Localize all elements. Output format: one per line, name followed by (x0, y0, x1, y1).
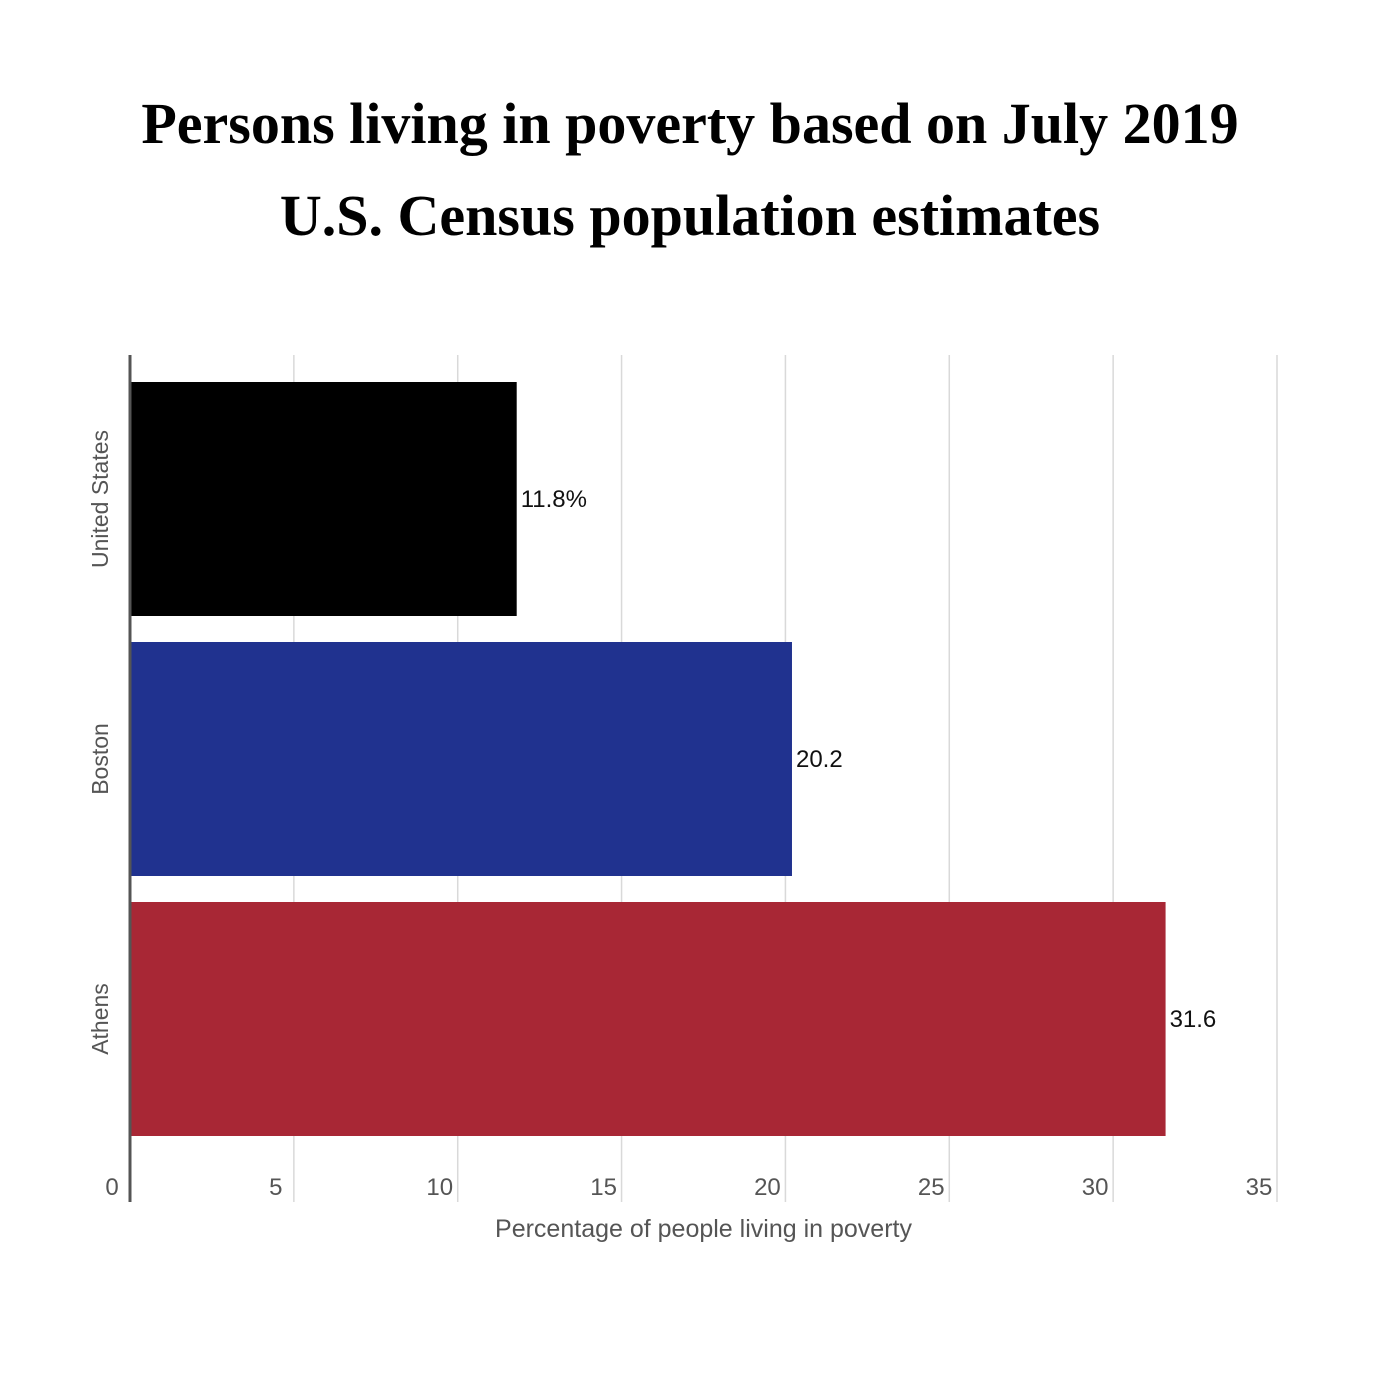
x-tick-label-30: 30 (1082, 1174, 1109, 1201)
x-tick-label-0: 0 (105, 1174, 118, 1201)
value-label-boston: 20.2 (796, 746, 843, 773)
x-tick-label-15: 15 (590, 1174, 617, 1201)
x-tick-label-5: 5 (269, 1174, 282, 1201)
category-label-united-states: United States (87, 430, 113, 568)
x-tick-label-25: 25 (918, 1174, 945, 1201)
x-tick-label-20: 20 (754, 1174, 781, 1201)
chart-title-line-1: Persons living in poverty based on July … (141, 91, 1239, 156)
x-tick-label-35: 35 (1246, 1174, 1273, 1201)
x-tick-labels: 0 5 10 15 20 25 30 35 (105, 1174, 1272, 1201)
value-label-united-states: 11.8% (521, 486, 587, 513)
bar-boston (130, 642, 792, 876)
x-tick-label-10: 10 (426, 1174, 453, 1201)
bar-united-states (130, 382, 517, 616)
category-label-boston: Boston (87, 723, 113, 795)
chart-title-line-2: U.S. Census population estimates (279, 183, 1101, 248)
bar-athens (130, 902, 1166, 1136)
x-axis-label: Percentage of people living in poverty (495, 1215, 912, 1243)
value-label-athens: 31.6 (1170, 1006, 1217, 1033)
category-labels: United States Boston Athens (87, 430, 113, 1055)
value-labels: 11.8% 20.2 31.6 (521, 486, 1217, 1033)
bars (130, 382, 1166, 1136)
chart-title: Persons living in poverty based on July … (40, 78, 1340, 262)
category-label-athens: Athens (87, 983, 113, 1055)
